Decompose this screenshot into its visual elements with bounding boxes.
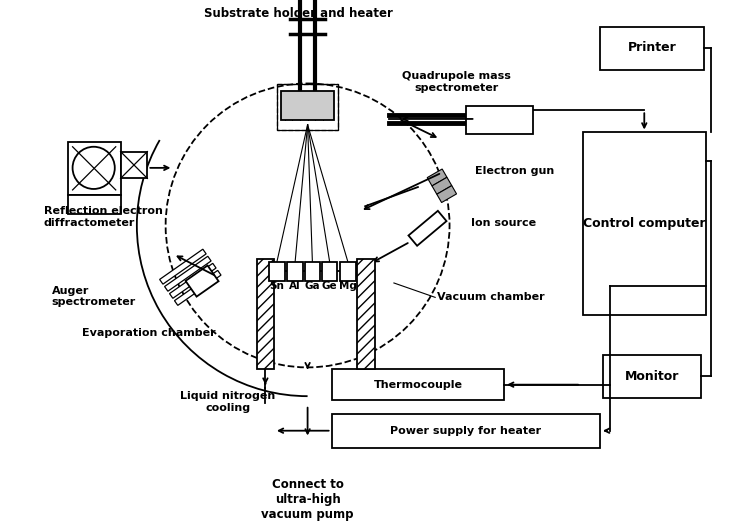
Text: Quadrupole mass
spectrometer: Quadrupole mass spectrometer <box>402 72 511 93</box>
Text: Ion source: Ion source <box>471 218 536 228</box>
Text: Liquid nitrogen
cooling: Liquid nitrogen cooling <box>181 391 276 413</box>
Polygon shape <box>408 211 447 246</box>
Text: Connect to
ultra-high
vacuum pump: Connect to ultra-high vacuum pump <box>262 478 354 521</box>
Text: Vacuum chamber: Vacuum chamber <box>437 292 545 302</box>
Polygon shape <box>437 186 456 203</box>
Bar <box>277 84 338 130</box>
Text: Control computer: Control computer <box>583 217 705 230</box>
Bar <box>281 91 335 120</box>
Bar <box>277 84 338 130</box>
Bar <box>600 27 704 70</box>
Polygon shape <box>170 264 216 298</box>
Circle shape <box>72 147 115 189</box>
Bar <box>583 133 705 315</box>
Bar <box>332 369 504 400</box>
Bar <box>287 262 303 281</box>
Text: Substrate holder and heater: Substrate holder and heater <box>203 7 392 20</box>
Text: Sn: Sn <box>270 281 284 291</box>
Text: Monitor: Monitor <box>625 370 679 382</box>
Polygon shape <box>427 169 447 186</box>
Bar <box>332 414 600 448</box>
Text: Al: Al <box>290 281 301 291</box>
Text: Ge: Ge <box>322 281 338 291</box>
Text: Auger
spectrometer: Auger spectrometer <box>52 286 136 308</box>
Text: Thermocouple: Thermocouple <box>374 380 462 390</box>
Bar <box>466 106 533 134</box>
Bar <box>68 195 121 214</box>
Bar <box>322 262 338 281</box>
Bar <box>121 151 147 178</box>
Text: Electron gun: Electron gun <box>475 166 555 176</box>
Text: Printer: Printer <box>628 42 677 55</box>
Text: Mg: Mg <box>339 281 357 291</box>
Bar <box>269 262 284 281</box>
Bar <box>304 262 320 281</box>
Polygon shape <box>164 256 211 291</box>
Text: Reflection electron
diffractometer: Reflection electron diffractometer <box>43 206 163 228</box>
Bar <box>256 259 274 369</box>
Bar <box>357 259 374 369</box>
Text: Ga: Ga <box>304 281 320 291</box>
Polygon shape <box>175 270 221 306</box>
Polygon shape <box>186 266 219 297</box>
Text: Evaporation chamber: Evaporation chamber <box>82 328 216 338</box>
Polygon shape <box>432 177 452 194</box>
Bar <box>603 355 701 398</box>
Text: Power supply for heater: Power supply for heater <box>391 426 542 436</box>
Polygon shape <box>160 249 206 284</box>
Bar <box>68 142 121 195</box>
Bar <box>340 262 355 281</box>
